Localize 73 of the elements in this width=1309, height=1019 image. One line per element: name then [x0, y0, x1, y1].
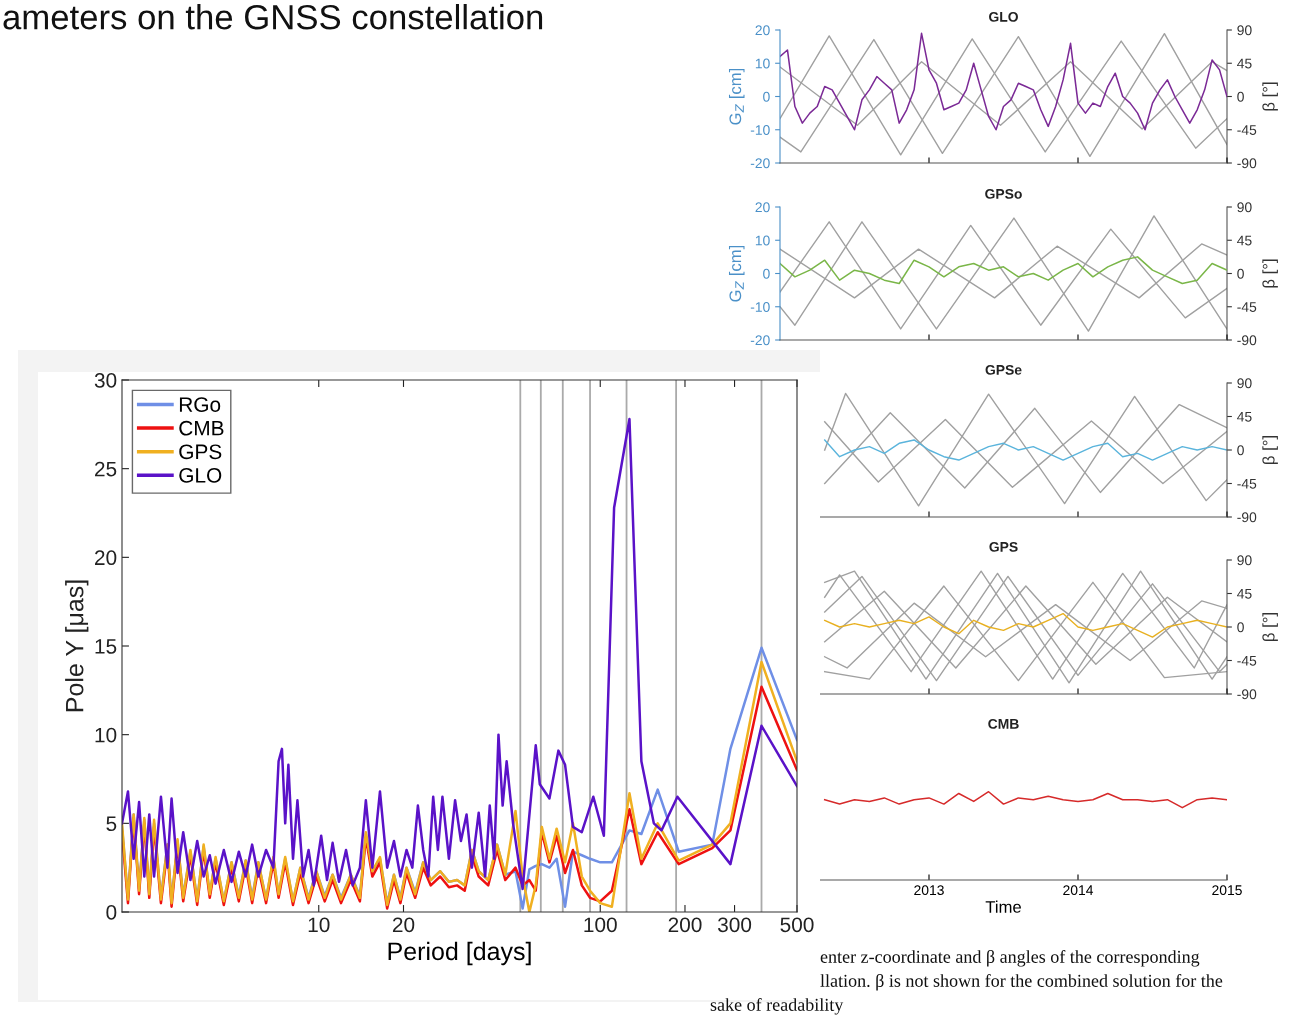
y-tick-label: -20 — [750, 335, 770, 346]
line-series — [824, 439, 1227, 461]
y-tick-label: 0 — [763, 268, 770, 279]
y-tick-label: 10 — [95, 727, 117, 743]
legend-label: GLO — [179, 467, 222, 483]
text: enter z-coordinate and β angles of the corresponding — [820, 950, 1200, 967]
y-axis-title: Pole Y [μas] — [65, 580, 89, 712]
x-tick-label: 200 — [668, 917, 702, 933]
legend-label: GPS — [179, 444, 222, 460]
y2-tick-label: 45 — [1237, 235, 1252, 246]
y-tick-label: 20 — [755, 202, 770, 213]
x-axis-title: Time — [985, 900, 1021, 913]
y2-tick-label: 45 — [1237, 411, 1252, 422]
y-tick-label: -10 — [750, 125, 770, 135]
legend-label: CMB — [179, 420, 224, 436]
y-tick-label: 20 — [755, 25, 770, 36]
y2-tick-label: 90 — [1237, 555, 1252, 566]
y2-tick-label: 45 — [1237, 58, 1252, 69]
y2-axis-title: β [°] — [1262, 259, 1278, 288]
y2-tick-label: 45 — [1237, 588, 1252, 599]
x-tick-label: 10 — [308, 917, 330, 933]
x-tick-label: 2013 — [914, 885, 944, 896]
y-tick-label: 10 — [755, 235, 770, 246]
line-series — [824, 392, 1227, 507]
x-tick-label: 20 — [392, 917, 415, 933]
y2-tick-label: -45 — [1237, 125, 1257, 135]
text: llation. β is not shown for the combined solution for the — [820, 974, 1223, 991]
y2-axis-title: β [°] — [1262, 436, 1278, 464]
y2-tick-label: -90 — [1237, 158, 1257, 169]
y2-tick-label: 0 — [1237, 622, 1244, 633]
y2-tick-label: 0 — [1237, 445, 1244, 456]
chart-title: GPSo — [985, 188, 1022, 199]
y-tick-label: 15 — [95, 639, 117, 654]
line-series — [780, 256, 1227, 285]
y-axis-title: G$_{Z}$ [cm] — [728, 245, 745, 302]
y-tick-label: 10 — [755, 58, 770, 69]
y2-axis-title: β [°] — [1262, 613, 1278, 641]
y-tick-label: -10 — [750, 302, 770, 312]
y-tick-label: 25 — [95, 461, 117, 477]
x-tick-label: 2015 — [1212, 885, 1242, 896]
x-tick-label: 300 — [717, 917, 752, 933]
x-tick-label: 500 — [780, 917, 814, 933]
y-tick-label: 5 — [106, 816, 117, 832]
chart-title: GPSe — [985, 364, 1022, 375]
y2-tick-label: -45 — [1237, 478, 1257, 489]
y2-tick-label: 0 — [1237, 268, 1244, 279]
y2-axis-title: β [°] — [1262, 82, 1278, 111]
x-tick-label: 100 — [584, 917, 617, 933]
line-series — [824, 612, 1227, 638]
line-series — [780, 32, 1227, 131]
y-tick-label: 20 — [95, 550, 117, 566]
text: sake of readability — [710, 998, 844, 1015]
chart-title: GLO — [989, 11, 1018, 22]
y-tick-label: 0 — [106, 905, 117, 920]
y2-tick-label: 90 — [1237, 202, 1252, 213]
y-tick-label: 30 — [94, 373, 117, 388]
text: ameters on the GNSS constellation — [3, 4, 543, 30]
y2-tick-label: -90 — [1237, 689, 1257, 700]
y2-tick-label: -90 — [1237, 512, 1257, 523]
y2-tick-label: -90 — [1237, 335, 1257, 346]
y2-tick-label: 90 — [1237, 378, 1252, 389]
y2-tick-label: 0 — [1237, 91, 1244, 102]
chart-title: CMB — [988, 718, 1019, 729]
y-tick-label: -20 — [750, 158, 770, 169]
chart-title: GPS — [989, 541, 1018, 552]
legend-label: RGo — [179, 397, 221, 412]
x-axis-title: Period [days] — [388, 941, 531, 966]
y-tick-label: 0 — [763, 91, 770, 102]
y-axis-title: G$_{Z}$ [cm] — [728, 68, 745, 125]
y2-tick-label: 90 — [1237, 25, 1252, 36]
y2-tick-label: -45 — [1237, 302, 1257, 312]
y2-tick-label: -45 — [1237, 655, 1257, 666]
x-tick-label: 2014 — [1063, 885, 1094, 896]
